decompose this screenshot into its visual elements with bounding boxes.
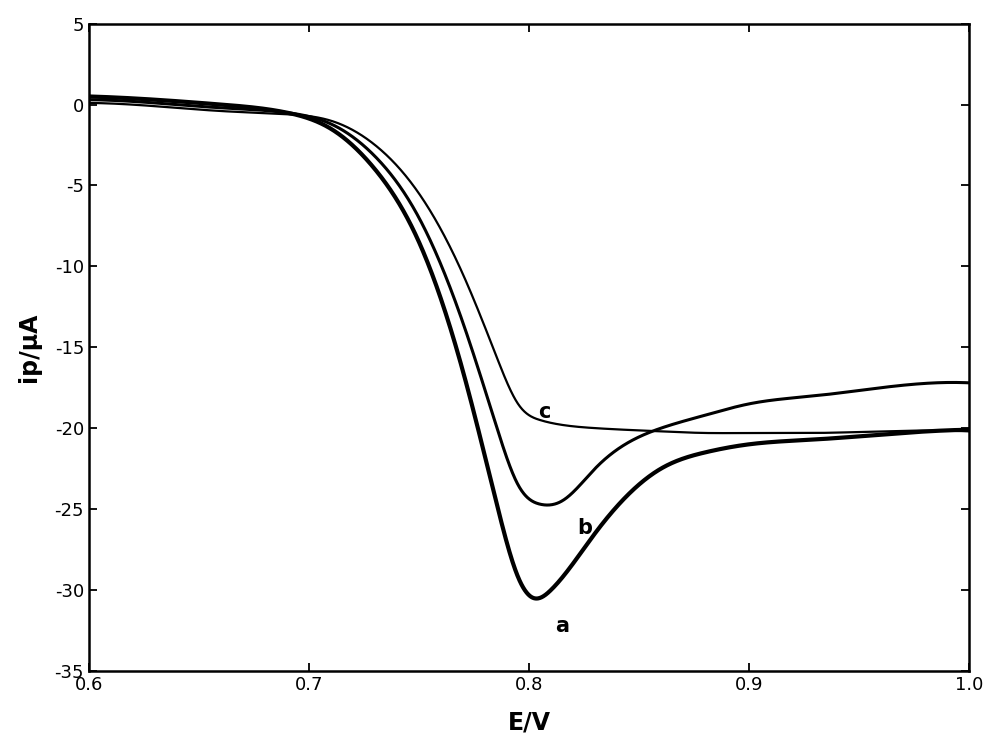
Text: b: b — [577, 518, 592, 538]
Y-axis label: ip/μA: ip/μA — [17, 312, 41, 382]
X-axis label: E/V: E/V — [508, 710, 551, 734]
Text: a: a — [555, 616, 569, 635]
Text: c: c — [538, 402, 550, 422]
